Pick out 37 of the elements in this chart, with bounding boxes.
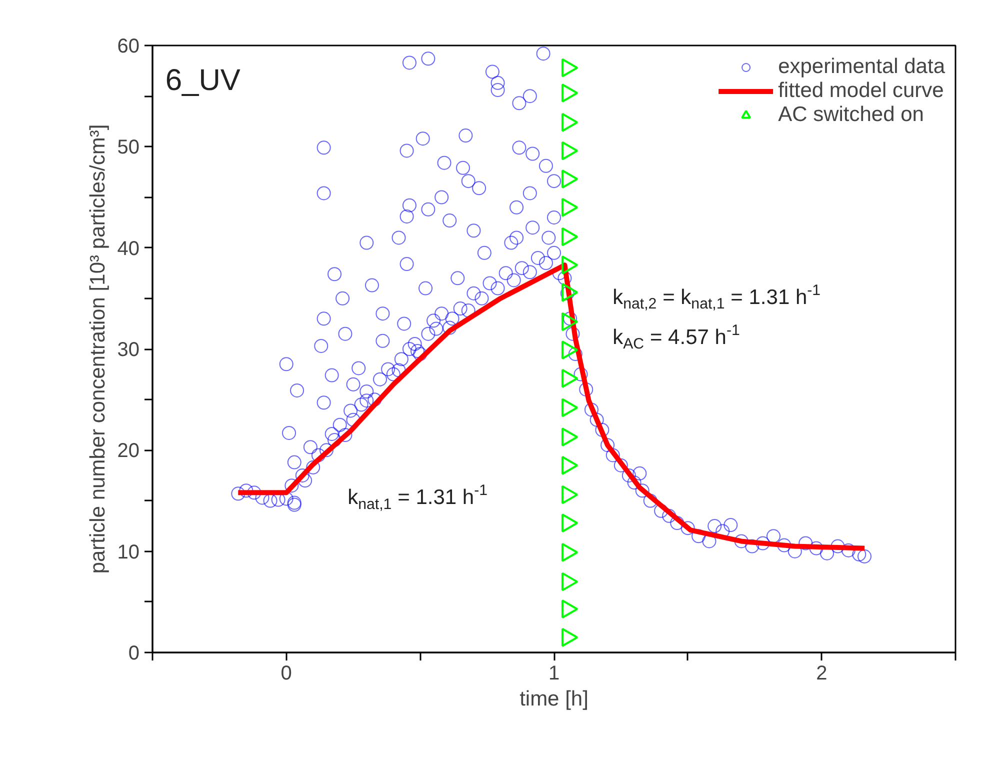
y-tick-label: 30 [117,339,140,361]
annotation: 6_UV [165,64,240,98]
y-axis-title: particle number concentration [10³ particles/cm³] [86,124,110,574]
point [561,282,578,302]
point [561,84,578,103]
point [561,112,578,132]
point [561,514,578,533]
point [561,572,578,592]
point [561,368,578,388]
point [561,340,578,360]
point [561,485,578,504]
point [561,227,578,246]
x-axis-title: time [h] [520,688,588,710]
x-tick-label: 1 [548,662,560,684]
y-tick-label: 40 [117,238,140,260]
point [561,398,578,418]
point [561,456,578,475]
y-tick-label: 50 [117,136,140,159]
x-tick-label: 2 [816,662,828,684]
legend-label: experimental data [778,55,945,79]
y-tick-label: 10 [117,541,140,564]
y-tick-label: 0 [128,642,140,664]
legend-label: AC switched on [778,103,924,127]
y-tick-label: 20 [117,440,140,462]
point [561,141,578,160]
point [561,428,578,447]
point [561,312,578,332]
point [561,198,578,217]
point [561,628,578,647]
legend-label: fitted model curve [778,79,944,103]
point [561,600,578,618]
point [561,170,578,189]
point [561,256,578,275]
point [561,542,578,562]
point [561,58,578,78]
x-tick-label: 0 [280,662,292,684]
y-tick-label: 60 [117,36,140,58]
